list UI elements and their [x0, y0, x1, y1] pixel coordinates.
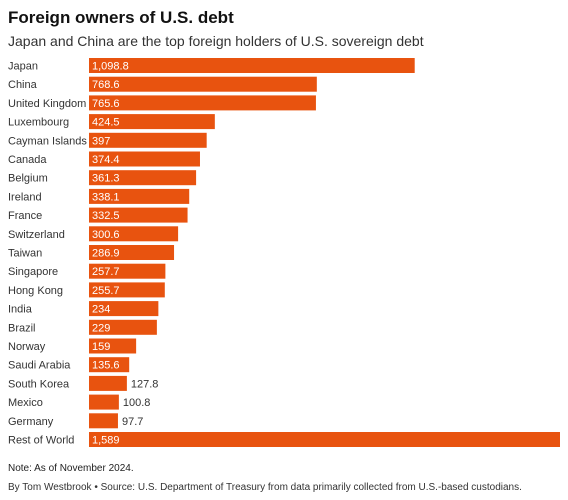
value-label: 361.3 [92, 173, 120, 185]
value-label: 257.7 [92, 266, 120, 278]
category-label: Singapore [8, 266, 58, 278]
category-label: Hong Kong [8, 285, 63, 297]
value-label: 332.5 [92, 210, 120, 222]
bar [89, 151, 200, 167]
bar [89, 188, 190, 204]
category-label: India [8, 304, 33, 316]
category-label: Norway [8, 341, 46, 353]
bar [89, 245, 175, 260]
bar [89, 132, 207, 148]
value-label: 397 [92, 135, 110, 147]
category-label: Canada [8, 154, 47, 166]
category-label: Cayman Islands [8, 135, 87, 147]
bar [89, 58, 415, 73]
category-label: China [8, 79, 38, 91]
bar [89, 413, 118, 429]
value-label: 159 [92, 341, 110, 353]
value-label: 1,589 [92, 435, 120, 447]
category-label: Luxembourg [8, 117, 69, 129]
chart-note: Note: As of November 2024. [8, 463, 134, 474]
category-label: France [8, 210, 42, 222]
value-label: 234 [92, 304, 110, 316]
bar [89, 76, 317, 92]
chart-title: Foreign owners of U.S. debt [8, 8, 234, 27]
value-label: 338.1 [92, 191, 120, 203]
value-label: 424.5 [92, 117, 120, 129]
bar [89, 319, 157, 335]
value-label: 1,098.8 [92, 61, 129, 73]
chart-subtitle: Japan and China are the top foreign hold… [8, 33, 424, 49]
chart-byline: By Tom Westbrook • Source: U.S. Departme… [8, 482, 522, 493]
category-label: Rest of World [8, 435, 74, 447]
category-label: Saudi Arabia [8, 360, 71, 372]
category-label: United Kingdom [8, 98, 86, 110]
value-label: 100.8 [123, 397, 151, 409]
value-label: 765.6 [92, 98, 120, 110]
bar [89, 95, 316, 111]
value-label: 229 [92, 322, 110, 334]
category-label: Switzerland [8, 229, 65, 241]
category-label: Japan [8, 61, 38, 73]
bar [89, 170, 197, 186]
bar [89, 301, 159, 317]
bar [89, 375, 127, 391]
category-label: Germany [8, 416, 54, 428]
bar [89, 207, 188, 223]
value-label: 127.8 [131, 378, 159, 390]
category-label: Belgium [8, 173, 48, 185]
bar [89, 263, 166, 279]
category-label: South Korea [8, 378, 70, 390]
value-label: 286.9 [92, 248, 120, 260]
value-label: 768.6 [92, 79, 120, 91]
bar [89, 226, 179, 242]
category-label: Ireland [8, 191, 42, 203]
bar [89, 114, 215, 130]
value-label: 374.4 [92, 154, 120, 166]
category-label: Taiwan [8, 248, 42, 260]
bar [89, 394, 119, 410]
value-label: 135.6 [92, 360, 120, 372]
bar [89, 338, 137, 354]
value-label: 97.7 [122, 416, 143, 428]
bar [89, 432, 560, 447]
value-label: 255.7 [92, 285, 120, 297]
category-label: Mexico [8, 397, 43, 409]
bar [89, 282, 165, 298]
value-label: 300.6 [92, 229, 120, 241]
category-label: Brazil [8, 322, 36, 334]
bar [89, 357, 130, 373]
